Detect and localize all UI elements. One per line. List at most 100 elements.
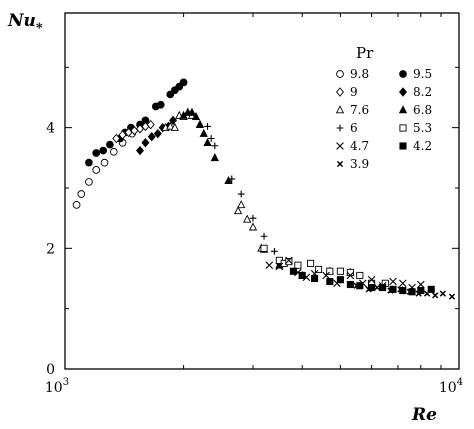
data-point [326,277,334,286]
data-point [170,122,179,131]
data-point [346,271,355,280]
legend-marker [335,105,345,114]
data-point [100,158,109,167]
series-triangle-open [161,107,266,252]
y-axis-label-subscript: * [36,21,43,36]
data-point [367,275,376,284]
legend-marker [399,87,407,97]
x-tick-label-exponent: 3 [63,377,69,388]
data-point [136,145,144,156]
legend-marker [336,160,344,168]
legend-item: 6 [336,121,358,135]
data-point [275,262,284,271]
data-point [439,290,446,297]
data-point [224,175,233,184]
data-point [237,200,246,209]
data-point [85,178,93,186]
data-point [307,259,315,267]
legend-label: 5.3 [413,121,432,135]
data-point [336,267,344,275]
legend-item: 3.9 [336,157,369,171]
legend-item: 8.2 [399,85,432,99]
legend-label: 9 [350,85,358,99]
series-plus [204,123,278,255]
y-tick-label: 2 [46,241,55,257]
legend-item: 5.3 [399,121,432,135]
data-point [141,138,150,148]
legend-label: 4.2 [413,139,432,153]
data-point [260,244,268,252]
data-point [187,107,197,116]
data-point [243,214,252,223]
series-cross [353,282,456,300]
data-point [153,128,162,139]
data-point [365,286,372,293]
data-point [374,284,381,291]
legend-marker [398,105,408,114]
data-point [314,265,323,273]
data-point [326,267,334,275]
x-tick-label: 104 [439,377,463,396]
data-point [203,137,212,146]
legend-marker [336,124,344,132]
data-point [379,283,387,292]
data-point [265,261,274,270]
data-point [423,290,431,297]
data-point [399,279,407,288]
data-point [346,268,354,277]
legend-title: Pr [356,44,374,62]
data-point [298,271,306,280]
legend-marker [399,70,407,78]
data-point [336,276,344,284]
legend-item: 9 [336,85,358,99]
data-point [92,166,101,174]
data-point [368,283,376,292]
data-point [72,201,81,209]
data-point [169,115,178,126]
data-point [204,123,211,130]
data-point [156,100,165,109]
data-point [415,290,422,297]
legend-label: 4.7 [350,139,369,153]
data-point [387,287,394,294]
legend-item: 4.7 [336,139,369,153]
data-point [427,285,435,293]
data-point [195,119,205,128]
data-point [285,256,293,265]
data-point [271,247,278,255]
data-point [356,271,364,280]
data-point [118,130,127,140]
legend: Pr 9.8 9.5 9 8.2 7.6 6.8 6 5.3 4.7 4.2 3.9 [335,44,432,171]
data-point [294,261,302,269]
data-point [106,140,114,149]
data-point [346,280,354,289]
legend-label: 6.8 [413,103,432,117]
x-tick-label-base: 10 [45,380,63,396]
plot-border [64,12,460,370]
data-point [248,222,258,231]
data-point [210,153,219,162]
data-point [99,146,108,155]
legend-marker [336,142,344,150]
data-point [448,293,456,300]
x-tick-label-base: 10 [439,380,457,396]
x-tick-label: 103 [45,377,69,396]
x-tick-label-exponent: 4 [457,377,463,388]
legend-label: 7.6 [350,103,369,117]
data-point [322,271,330,280]
data-points [72,78,456,300]
data-point [112,133,121,144]
series-circle-open [72,129,136,209]
data-point [179,78,188,87]
legend-marker [336,87,344,97]
legend-label: 9.5 [413,67,432,81]
data-point [199,128,208,137]
legend-label: 8.2 [413,85,432,99]
legend-label: 9.8 [350,67,369,81]
data-point [166,121,175,130]
legend-marker [399,142,407,150]
data-point [207,135,215,142]
data-point [285,258,293,266]
y-axis-label-main: Nu [7,11,36,31]
data-point [136,124,144,134]
